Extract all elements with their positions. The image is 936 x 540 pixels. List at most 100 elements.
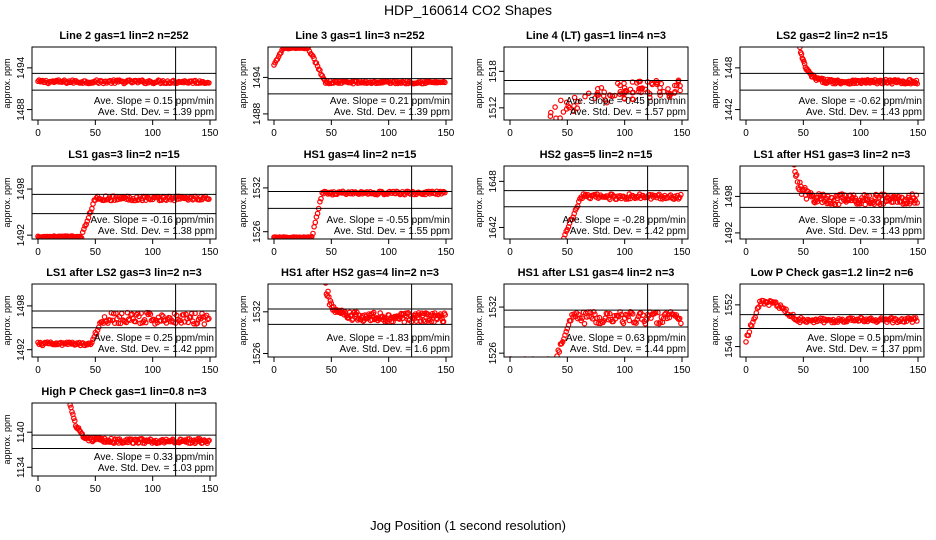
- data-point: [86, 210, 93, 216]
- data-point: [78, 235, 85, 239]
- y-axis-label: approx. ppm: [710, 295, 720, 345]
- data-point: [422, 318, 428, 325]
- y-axis-label: approx. ppm: [2, 177, 12, 227]
- x-tick-label: 0: [507, 365, 513, 376]
- slope-annotation: Ave. Slope = -0.62 ppm/min: [799, 96, 923, 107]
- x-tick-label: 150: [202, 484, 219, 495]
- data-point: [548, 241, 552, 245]
- data-point: [546, 240, 550, 244]
- data-point: [310, 230, 316, 237]
- data-point: [537, 358, 541, 362]
- y-tick-label: 1532: [252, 176, 263, 199]
- data-point: [657, 319, 664, 325]
- data-point: [554, 361, 558, 365]
- plot-frame: [503, 283, 689, 358]
- data-point: [541, 360, 545, 364]
- x-tick-label: 50: [798, 247, 810, 258]
- y-axis-label: approx. ppm: [2, 414, 12, 464]
- data-point: [201, 321, 208, 327]
- data-series: [547, 77, 684, 120]
- data-point: [523, 240, 527, 244]
- data-point: [440, 318, 447, 325]
- data-point: [622, 87, 629, 94]
- panel-title: High P Check gas=1 lin=0.8 n=3: [41, 386, 206, 398]
- data-point: [548, 356, 550, 357]
- data-point: [520, 241, 524, 245]
- data-point: [638, 86, 645, 92]
- data-point: [72, 418, 78, 424]
- data-point: [545, 241, 549, 245]
- data-point: [534, 359, 538, 363]
- data-point: [750, 319, 756, 326]
- data-point: [555, 241, 559, 245]
- y-axis-label: approx. ppm: [2, 295, 12, 345]
- data-point: [206, 315, 212, 322]
- y-tick-label: 1492: [16, 338, 27, 361]
- slope-annotation: Ave. Slope = -0.33 ppm/min: [799, 215, 923, 226]
- data-point: [187, 314, 194, 320]
- data-point: [77, 234, 84, 239]
- std-dev-annotation: Ave. Std. Dev. = 1.55 ppm: [334, 226, 450, 237]
- data-point: [554, 241, 558, 245]
- x-tick-label: 0: [507, 247, 513, 258]
- panel-title: Low P Check gas=1.2 lin=2 n=6: [751, 267, 914, 279]
- plot-frame: [31, 46, 217, 121]
- y-axis-label: approx. ppm: [710, 177, 720, 227]
- plot-frame: [31, 165, 217, 240]
- data-point: [754, 305, 761, 312]
- y-axis-label: approx. ppm: [474, 58, 484, 108]
- x-tick-label: 100: [380, 128, 397, 139]
- plot-frame: [739, 283, 925, 358]
- x-tick-label: 100: [144, 365, 161, 376]
- data-point: [510, 241, 514, 245]
- data-point: [538, 358, 542, 362]
- x-tick-label: 0: [743, 365, 749, 376]
- data-point: [528, 358, 532, 362]
- data-point: [428, 318, 435, 325]
- data-point: [537, 241, 541, 245]
- data-point: [539, 358, 543, 362]
- std-dev-annotation: Ave. Std. Dev. = 1.42 ppm: [570, 226, 686, 237]
- data-point: [911, 200, 918, 206]
- y-tick-label: 1648: [488, 170, 499, 193]
- data-point: [561, 238, 565, 239]
- y-tick-label: 1492: [16, 224, 27, 247]
- y-tick-label: 1532: [252, 300, 263, 323]
- data-point: [661, 311, 668, 318]
- data-point: [793, 172, 800, 178]
- std-dev-annotation: Ave. Std. Dev. = 1.38 ppm: [98, 226, 214, 237]
- panel-4: LS2 gas=2 lin=2 n=15 0 50 100 150 1442 1448 app…: [710, 30, 927, 139]
- data-point: [800, 58, 807, 65]
- x-axis-title: Jog Position (1 second resolution): [370, 518, 566, 533]
- x-tick-label: 0: [35, 484, 41, 495]
- data-point: [525, 356, 527, 357]
- data-point: [519, 358, 523, 362]
- data-point: [581, 320, 588, 327]
- data-point: [523, 356, 527, 357]
- plot-frame: [31, 402, 217, 477]
- data-point: [676, 194, 683, 201]
- data-series: [797, 47, 921, 87]
- data-point: [910, 315, 917, 321]
- slope-annotation: Ave. Slope = 0.33 ppm/min: [94, 452, 214, 463]
- y-tick-label: 1526: [488, 342, 499, 365]
- data-point: [312, 219, 319, 226]
- x-tick-label: 50: [90, 365, 102, 376]
- data-point: [606, 196, 613, 203]
- data-point: [522, 241, 526, 245]
- data-point: [511, 241, 515, 245]
- y-tick-label: 1552: [724, 293, 735, 316]
- data-point: [551, 241, 555, 245]
- data-point: [530, 358, 534, 362]
- x-tick-label: 150: [910, 365, 927, 376]
- data-point: [549, 240, 553, 244]
- data-point: [556, 349, 563, 355]
- y-axis-label: approx. ppm: [238, 295, 248, 345]
- data-point: [442, 189, 448, 196]
- std-dev-annotation: Ave. Std. Dev. = 1.43 ppm: [806, 226, 922, 237]
- x-tick-label: 50: [798, 128, 810, 139]
- data-point: [562, 231, 568, 238]
- y-tick-label: 1526: [252, 342, 263, 365]
- data-point: [83, 221, 90, 228]
- x-tick-label: 150: [438, 247, 455, 258]
